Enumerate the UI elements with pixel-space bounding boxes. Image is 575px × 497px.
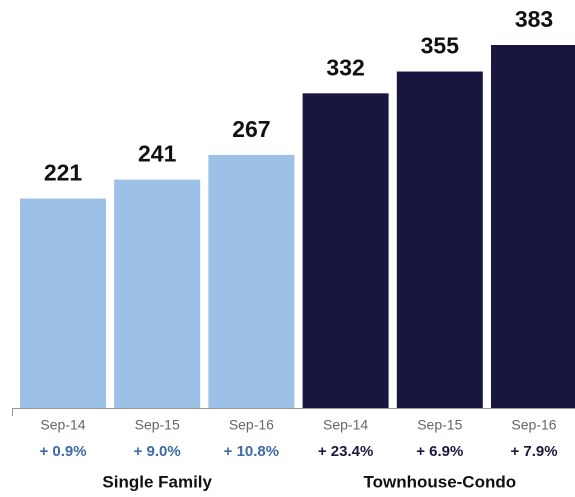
value-label: 267 [232, 116, 270, 142]
value-label: 332 [326, 54, 364, 80]
x-tick-label: Sep-15 [135, 417, 180, 433]
change-label: + 0.9% [39, 443, 86, 460]
change-label: + 23.4% [318, 443, 373, 460]
change-label: + 7.9% [510, 443, 557, 460]
value-label: 241 [138, 141, 177, 167]
x-tick-label: Sep-14 [40, 417, 85, 433]
value-label: 355 [421, 33, 460, 59]
x-tick-label: Sep-14 [323, 417, 368, 433]
group-label: Townhouse-Condo [363, 472, 516, 491]
x-tick-label: Sep-16 [229, 417, 274, 433]
x-tick-label: Sep-16 [511, 417, 556, 433]
group-label: Single Family [102, 472, 212, 491]
value-label: 221 [44, 160, 83, 186]
x-tick-label: Sep-15 [417, 417, 462, 433]
change-label: + 10.8% [224, 443, 279, 460]
bar [208, 154, 295, 408]
bar [114, 179, 201, 408]
bar [20, 198, 106, 408]
bar [302, 93, 389, 408]
value-label: 383 [515, 6, 553, 32]
change-label: + 6.9% [416, 443, 463, 460]
bar [396, 71, 483, 409]
change-label: + 9.0% [134, 443, 181, 460]
bar [491, 45, 575, 408]
